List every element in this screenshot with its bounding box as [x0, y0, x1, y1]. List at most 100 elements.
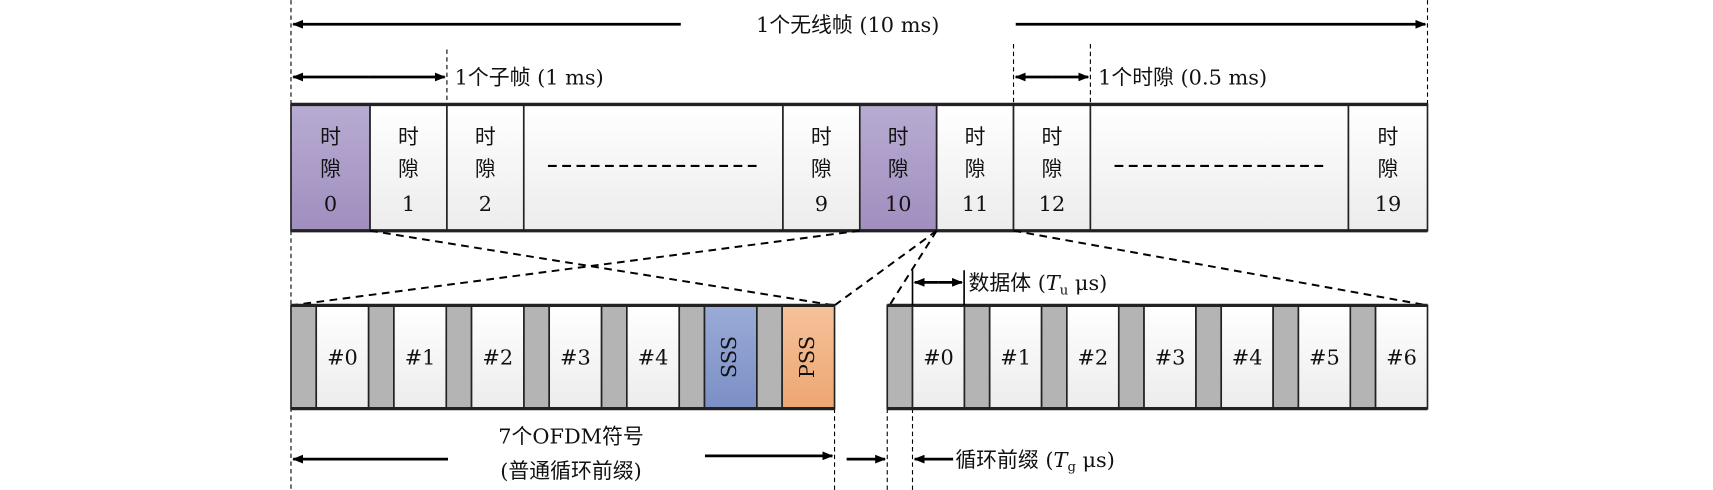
ofdm-symbol: #6	[1349, 304, 1429, 410]
data-body-label: 数据体 (Tu μs)	[969, 271, 1108, 298]
slot-number: 19	[1375, 192, 1402, 216]
symbol-label: SSS	[717, 336, 741, 378]
cyclic-prefix	[1117, 304, 1145, 410]
slot-cell	[1089, 103, 1350, 232]
slot-text: 时	[888, 125, 909, 149]
slot-text: 时	[475, 125, 496, 149]
ofdm-symbol: #0	[886, 304, 966, 410]
data-body	[548, 304, 603, 410]
data-body	[315, 304, 370, 410]
cyclic-prefix	[1272, 304, 1300, 410]
cyclic-prefix	[756, 304, 783, 410]
symbol-label: #0	[327, 346, 358, 370]
slot-10: 时隙 10	[858, 103, 938, 232]
slot-text: 时	[811, 125, 832, 149]
ofdm-symbol: #2	[445, 304, 525, 410]
slot-number: 1	[402, 192, 415, 216]
slot-text: 隙	[1378, 157, 1399, 181]
slot-0: 时隙 0	[290, 103, 371, 232]
slot-text: 隙	[475, 157, 496, 181]
symbol-label: #5	[1309, 346, 1340, 370]
zoom-line	[833, 229, 938, 307]
slot-label: 1个时隙 (0.5 ms)	[1098, 66, 1267, 90]
ofdm-symbol: #3	[523, 304, 603, 410]
slot-12: 时隙 12	[1012, 103, 1092, 232]
cyclic-prefix	[1349, 304, 1377, 410]
cyclic-prefix	[290, 304, 318, 410]
slot-9: 时隙 9	[782, 103, 861, 232]
symbol-label: PSS	[795, 336, 819, 378]
symbol-label: #1	[405, 346, 436, 370]
zoom-line	[290, 229, 860, 307]
ofdm-symbol: #4	[1195, 304, 1274, 410]
slot-text: 隙	[1042, 157, 1063, 181]
slot-1: 时隙 1	[369, 103, 448, 232]
cyclic-prefix	[1040, 304, 1068, 410]
slot-text: 时	[320, 125, 341, 149]
slot-text: 时	[965, 125, 986, 149]
slot-text: 时	[1042, 125, 1063, 149]
slot-row: 时隙 0 时隙 1 时隙 2 时隙 9 时隙 10 时隙 11 时隙 12 时隙 19	[290, 102, 1429, 233]
slot11-ofdm-symbols: #0 #1 #2 #3 #4 #5 #6	[886, 303, 1429, 411]
slot-cell	[1347, 103, 1429, 232]
ofdm-symbol: #5	[1272, 304, 1352, 410]
data-body	[911, 304, 966, 410]
slot-cell	[522, 103, 784, 232]
slot-number: 9	[815, 192, 828, 216]
slot-ellipsis	[522, 103, 784, 232]
cyclic-prefix	[886, 304, 914, 410]
symbol-label: #2	[1077, 346, 1108, 370]
cyclic-prefix	[367, 304, 395, 410]
cyclic-prefix-label: 循环前缀 (Tg μs)	[955, 448, 1115, 475]
slot-number: 2	[479, 192, 492, 216]
data-body	[781, 304, 836, 410]
data-body	[703, 304, 758, 410]
slot-text: 隙	[965, 157, 986, 181]
ofdm-symbol: PSS	[756, 304, 836, 410]
data-body-dimension	[911, 270, 965, 306]
symbol-label: #2	[482, 346, 513, 370]
zoom-line	[888, 230, 938, 306]
cyclic-prefix	[678, 304, 706, 410]
subframe-label: 1个子帧 (1 ms)	[455, 66, 604, 90]
ofdm-symbols-dimension	[292, 451, 954, 464]
slot-number: 0	[324, 192, 337, 216]
data-body	[1297, 304, 1352, 410]
slot-ellipsis	[1089, 103, 1350, 232]
ofdm-symbol: #1	[367, 304, 448, 410]
slot-number: 12	[1039, 192, 1066, 216]
symbol-label: #0	[923, 346, 954, 370]
cyclic-prefix	[963, 304, 991, 410]
slot-number: 11	[962, 192, 989, 216]
slot-11: 时隙 11	[935, 103, 1015, 232]
slot-text: 隙	[320, 157, 341, 181]
ofdm-symbol: #4	[600, 304, 681, 410]
symbol-label: #3	[1155, 346, 1186, 370]
slot-text: 隙	[398, 157, 419, 181]
slot-2: 时隙 2	[446, 103, 525, 232]
normal-cp-label: (普通循环前缀)	[500, 459, 641, 483]
cyclic-prefix	[1195, 304, 1223, 410]
data-body	[470, 304, 525, 410]
slot-text: 时	[398, 125, 419, 149]
ofdm-symbol: SSS	[678, 304, 758, 410]
ofdm-symbol: #0	[290, 304, 370, 410]
zoom-line	[1013, 229, 1428, 307]
ofdm-symbol: #2	[1040, 304, 1120, 410]
symbol-label: #3	[560, 346, 591, 370]
slot-number: 10	[885, 192, 912, 216]
ofdm-symbol: #1	[963, 304, 1043, 410]
zoom-line	[369, 229, 835, 307]
data-body	[626, 304, 681, 410]
slot-19: 时隙 19	[1347, 103, 1429, 232]
slot0-ofdm-symbols: #0 #1 #2 #3 #4 SSS PSS	[290, 303, 836, 411]
slot-text: 隙	[888, 157, 909, 181]
ofdm-symbol: #3	[1117, 304, 1197, 410]
symbol-label: #1	[1000, 346, 1031, 370]
cyclic-prefix	[445, 304, 473, 410]
cyclic-prefix	[600, 304, 628, 410]
data-body	[988, 304, 1043, 410]
symbol-label: #6	[1386, 346, 1417, 370]
slot-text: 时	[1378, 125, 1399, 149]
